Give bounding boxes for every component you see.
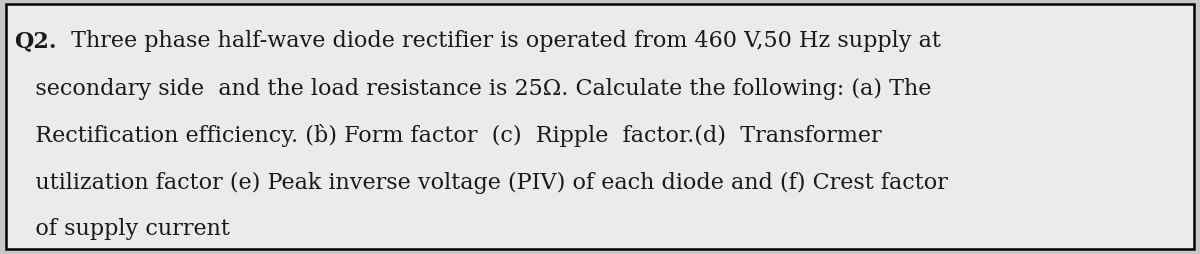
Text: utilization factor (e) Peak inverse voltage (PIV) of each diode and (f) Crest fa: utilization factor (e) Peak inverse volt… xyxy=(14,171,948,194)
Text: secondary side  and the load resistance is 25Ω. Calculate the following: (a) The: secondary side and the load resistance i… xyxy=(14,77,931,100)
Text: Three phase half-wave diode rectifier is operated from 460 V,50 Hz supply at: Three phase half-wave diode rectifier is… xyxy=(64,30,941,53)
Text: of supply current: of supply current xyxy=(14,218,230,241)
Text: Rectification efficiency. (b̀) Form factor  (c)  Ripple  factor.(d)  Transformer: Rectification efficiency. (b̀) Form fact… xyxy=(14,124,882,148)
Text: Q2.: Q2. xyxy=(14,30,56,53)
FancyBboxPatch shape xyxy=(6,4,1194,249)
